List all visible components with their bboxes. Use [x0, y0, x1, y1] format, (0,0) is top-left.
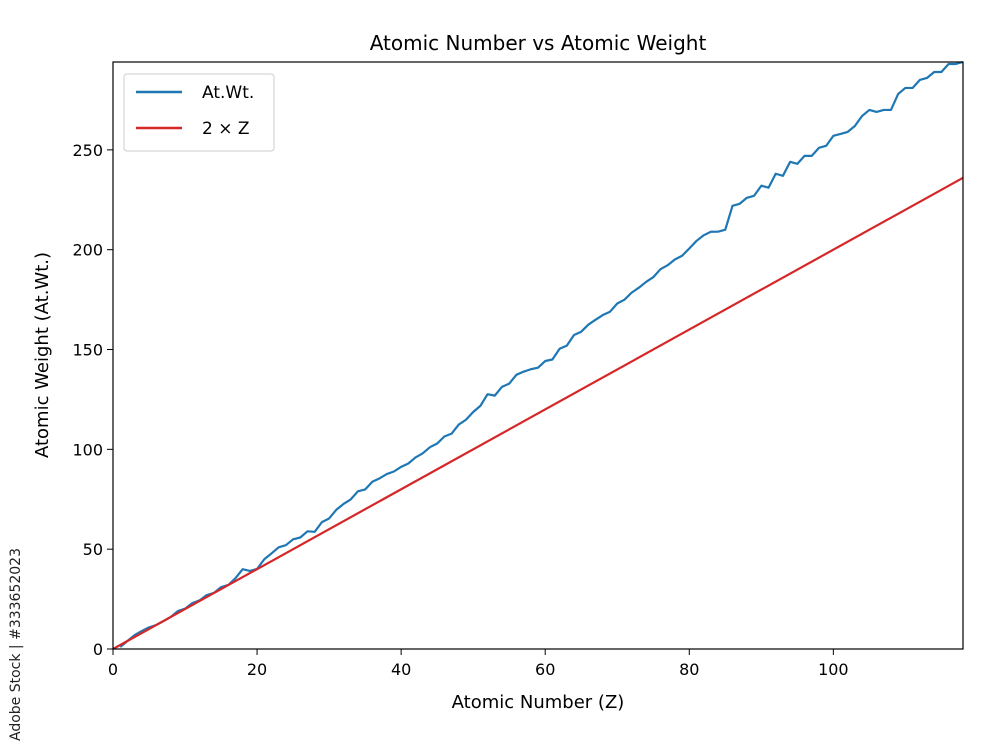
x-axis-label: Atomic Number (Z)	[452, 692, 625, 713]
x-tick-label-5: 100	[818, 660, 849, 679]
y-tick-label-0: 0	[93, 640, 103, 659]
y-tick-label-3: 150	[72, 341, 103, 360]
y-tick-label-1: 50	[83, 540, 103, 559]
x-tick-label-2: 40	[391, 660, 411, 679]
series-line-0	[119, 60, 964, 648]
plot-layer	[112, 60, 964, 650]
legend-label-series-0: At.Wt.	[202, 83, 254, 103]
chart-title: Atomic Number vs Atomic Weight	[370, 31, 707, 55]
legend: At.Wt. 2 × Z	[123, 73, 275, 152]
x-tick-label-4: 80	[679, 660, 699, 679]
watermark-text: Adobe Stock | #333652023	[8, 548, 24, 741]
x-tick-label-0: 0	[108, 660, 118, 679]
y-tick-label-2: 100	[72, 440, 103, 459]
plot-frame	[112, 61, 964, 650]
legend-label-series-1: 2 × Z	[202, 119, 250, 139]
x-tick-label-1: 20	[247, 660, 267, 679]
ticks-layer: 0 20 40 60 80 100 0 50 100 150 200 250	[72, 141, 848, 679]
x-tick-label-3: 60	[535, 660, 555, 679]
y-tick-label-5: 250	[72, 141, 103, 160]
watermark: Adobe Stock | #333652023	[4, 505, 30, 745]
y-axis-label: Atomic Weight (At.Wt.)	[32, 252, 53, 458]
series-line-1	[112, 176, 964, 650]
y-tick-label-4: 200	[72, 241, 103, 260]
